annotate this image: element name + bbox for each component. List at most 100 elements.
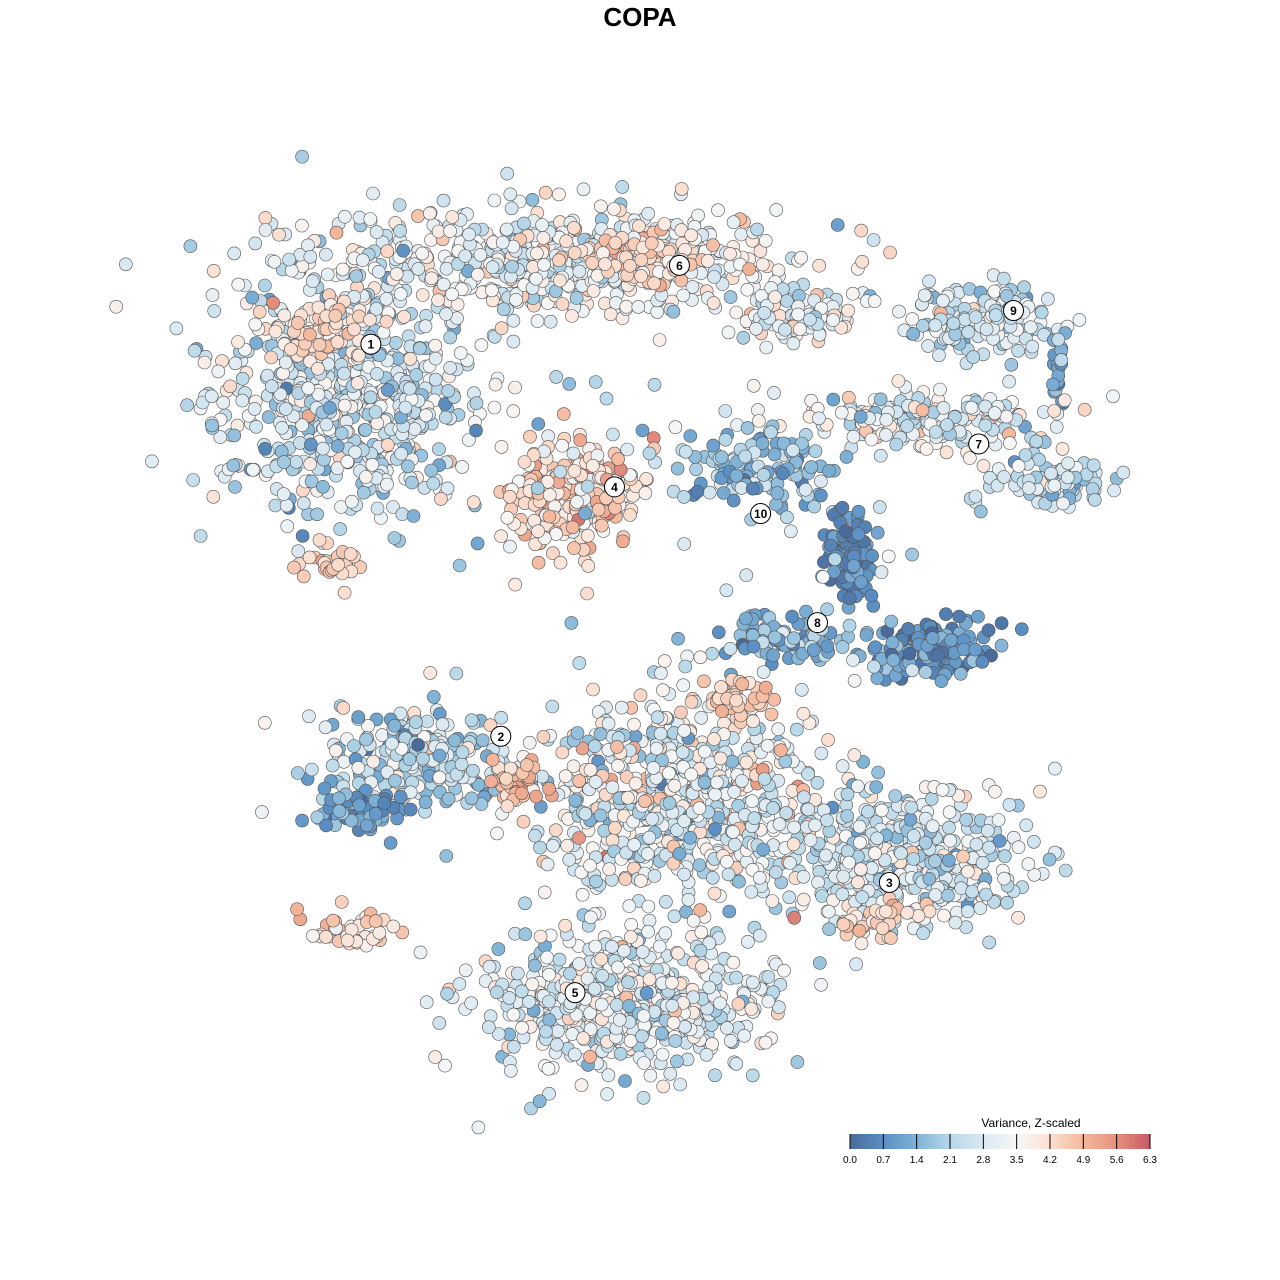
data-point — [707, 886, 722, 901]
data-point — [368, 405, 383, 419]
data-point — [903, 812, 918, 827]
data-point — [641, 206, 656, 221]
data-point — [826, 313, 840, 327]
data-point — [1054, 353, 1069, 367]
data-point — [581, 559, 596, 573]
data-point — [295, 149, 309, 164]
data-point — [796, 790, 811, 805]
data-point — [356, 485, 371, 500]
data-point — [570, 495, 584, 509]
data-point — [536, 730, 551, 744]
data-point — [552, 952, 567, 967]
data-point — [636, 1009, 651, 1023]
data-point — [401, 459, 415, 474]
data-point — [979, 887, 993, 902]
data-point — [769, 865, 783, 880]
data-point — [725, 754, 740, 769]
data-point — [365, 457, 380, 472]
data-point — [284, 263, 299, 278]
data-point — [868, 846, 882, 861]
data-point — [683, 830, 698, 845]
data-point — [771, 722, 786, 737]
data-point — [464, 713, 479, 728]
data-point — [853, 862, 868, 877]
data-point — [835, 887, 850, 902]
data-point — [464, 791, 479, 806]
data-point — [971, 609, 985, 624]
data-point — [757, 306, 772, 320]
data-point — [549, 370, 564, 384]
data-point — [482, 959, 497, 974]
data-point — [587, 981, 602, 996]
data-point — [814, 977, 828, 992]
data-point — [933, 382, 947, 397]
data-point — [415, 246, 430, 261]
data-point — [617, 943, 631, 958]
data-point — [855, 254, 870, 269]
data-point — [618, 1074, 632, 1088]
data-point — [290, 766, 305, 780]
points-layer — [109, 149, 1131, 1135]
data-point — [490, 826, 504, 841]
data-point — [948, 915, 963, 930]
data-point — [318, 720, 333, 735]
data-point — [355, 253, 370, 268]
data-point — [987, 406, 1002, 420]
data-point — [676, 678, 691, 693]
data-point — [830, 218, 845, 232]
data-point — [1057, 393, 1072, 408]
data-point — [683, 429, 698, 443]
data-point — [395, 507, 410, 522]
data-point — [594, 952, 609, 966]
data-point — [1024, 320, 1038, 335]
data-point — [334, 500, 348, 514]
data-point — [428, 351, 443, 366]
data-point — [1047, 478, 1062, 493]
data-point — [169, 321, 184, 336]
data-point — [438, 397, 452, 411]
data-point — [379, 292, 394, 306]
data-point — [432, 770, 447, 785]
data-point — [619, 299, 634, 314]
data-point — [366, 186, 380, 201]
data-point — [886, 653, 901, 667]
data-point — [744, 1002, 759, 1016]
data-point — [275, 420, 289, 435]
data-point — [942, 805, 957, 820]
data-point — [385, 736, 399, 751]
data-point — [573, 433, 588, 448]
data-point — [337, 209, 352, 224]
data-point — [714, 450, 729, 464]
data-point — [711, 625, 726, 640]
data-point — [789, 722, 804, 737]
data-point — [718, 432, 733, 447]
data-point — [428, 372, 443, 387]
data-point — [610, 740, 624, 754]
data-point — [266, 295, 280, 310]
data-point — [884, 614, 899, 629]
data-point — [583, 910, 598, 925]
data-point — [473, 248, 488, 262]
data-point — [439, 307, 453, 321]
data-point — [593, 808, 608, 823]
data-point — [409, 715, 423, 729]
data-point — [586, 284, 601, 298]
data-point — [940, 418, 954, 432]
data-point — [705, 870, 720, 885]
data-point — [358, 423, 373, 437]
data-point — [409, 368, 424, 382]
data-point — [462, 227, 476, 242]
data-point — [623, 508, 637, 522]
data-point — [928, 425, 943, 439]
data-point — [911, 909, 926, 923]
data-point — [740, 421, 755, 435]
data-point — [752, 870, 767, 885]
data-point — [889, 437, 904, 452]
data-point — [1049, 420, 1064, 434]
data-point — [255, 805, 269, 819]
data-point — [851, 504, 866, 519]
data-point — [744, 885, 759, 899]
data-point — [257, 715, 272, 730]
data-point — [434, 492, 448, 506]
